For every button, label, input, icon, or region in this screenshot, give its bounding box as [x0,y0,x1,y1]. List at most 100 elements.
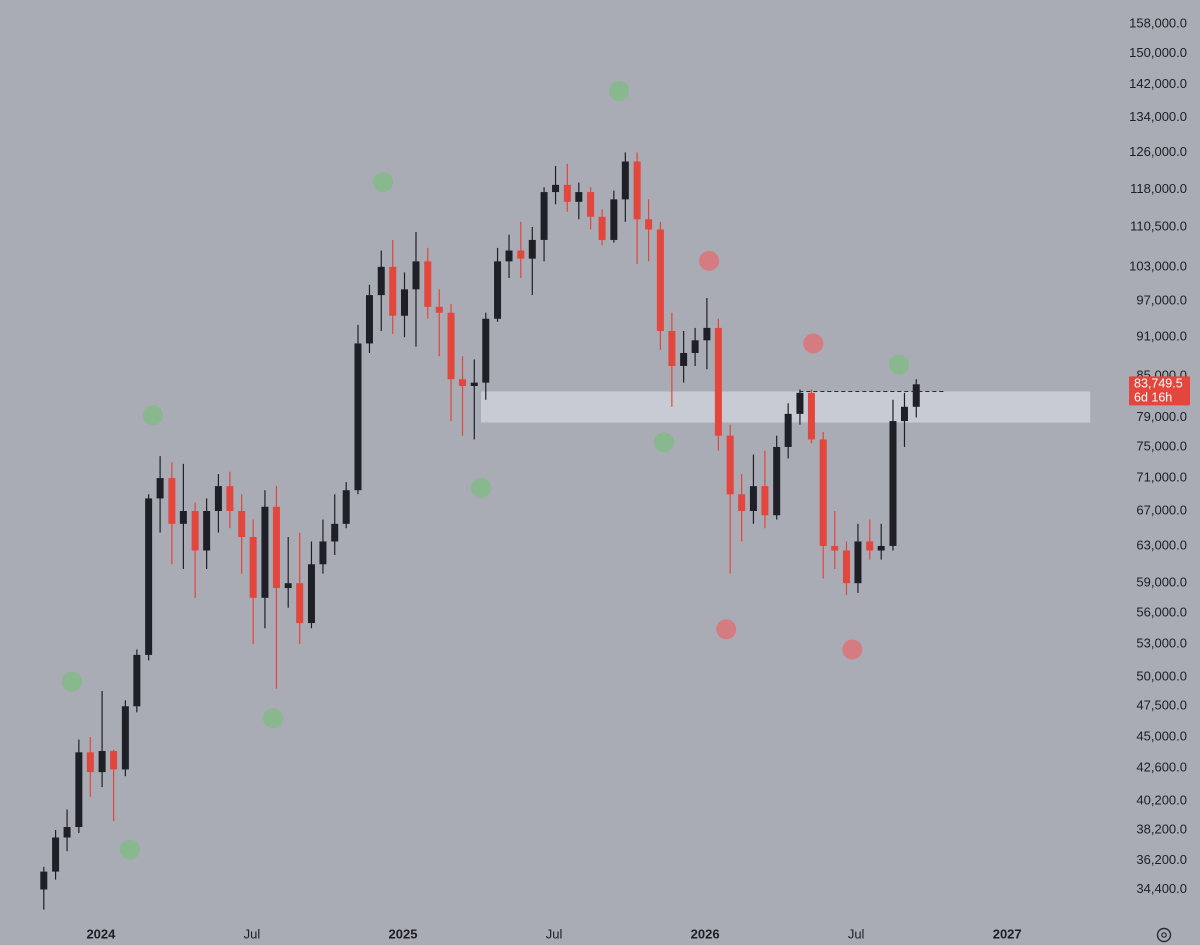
candle-body [656,229,664,331]
candle-body [365,295,373,344]
y-tick-label: 158,000.0 [1129,15,1187,30]
candle-body [284,583,292,589]
candle-body [540,192,548,240]
signal-marker [61,671,82,692]
candle-body [575,192,583,202]
candle-body [63,827,71,838]
candle-body [877,545,885,551]
candle-body [633,161,641,220]
candle-body [377,266,385,296]
y-tick-label: 110,500.0 [1130,218,1187,233]
signal-marker [654,432,675,453]
candle-body [447,312,455,380]
candle-body [342,490,350,524]
candle-body [156,478,164,499]
candle-body [401,289,409,316]
candle-body [179,511,187,524]
y-tick-label: 97,000.0 [1136,292,1187,307]
settings-core[interactable] [1161,932,1167,938]
candle-body [831,545,839,551]
candle-body [389,266,397,316]
candle-body [668,330,676,366]
candle-body [773,446,781,516]
y-tick-label: 75,000.0 [1136,438,1187,453]
candle-body [900,406,908,422]
candle-body [52,837,60,872]
candle-body [645,219,653,230]
y-tick-label: 34,400.0 [1136,881,1187,896]
candle-body [494,261,502,319]
candle-body [412,261,420,290]
candle-body [133,654,141,707]
y-tick-label: 71,000.0 [1136,470,1187,485]
candle-body [354,343,362,491]
signal-marker [842,639,863,660]
candle-body [226,486,234,512]
last-price-label: 83,749.5 [1134,377,1183,391]
candle-body [40,871,48,890]
candle-body [249,537,257,598]
candle-body [435,306,443,313]
candle-body [761,486,769,516]
signal-marker [142,405,163,426]
candle-body [296,583,304,624]
countdown-label: 6d 16h [1134,391,1172,405]
signal-marker [470,477,491,498]
candle-body [563,184,571,202]
candle-body [214,486,222,512]
x-tick-label: 2026 [691,926,720,941]
x-tick-label: Jul [244,926,261,941]
signal-marker [373,172,394,193]
y-tick-label: 59,000.0 [1136,575,1187,590]
candle-body [680,352,688,366]
y-tick-label: 118,000.0 [1130,181,1187,196]
y-tick-label: 134,000.0 [1129,109,1187,124]
candle-body [168,478,176,524]
y-tick-label: 47,500.0 [1136,698,1187,713]
y-tick-label: 91,000.0 [1136,329,1187,344]
candle-body [482,318,490,383]
y-tick-label: 79,000.0 [1136,409,1187,424]
y-tick-label: 126,000.0 [1129,144,1187,159]
candle-body [842,550,850,584]
candle-body [470,382,478,387]
candle-body [749,486,757,512]
y-tick-label: 56,000.0 [1136,604,1187,619]
candle-body [238,511,246,538]
candle-body [738,494,746,512]
y-tick-label: 40,200.0 [1136,792,1187,807]
candle-body [307,564,315,624]
settings-icon[interactable] [1156,927,1172,943]
y-tick-label: 42,600.0 [1136,760,1187,775]
y-tick-label: 53,000.0 [1136,636,1187,651]
candle-body [145,498,153,655]
y-tick-label: 103,000.0 [1129,258,1187,273]
candle-body [424,261,432,307]
signal-marker [119,839,140,860]
candle-body [459,379,467,387]
signal-marker [699,250,720,271]
signal-marker [803,333,824,354]
candle-body [866,541,874,551]
candle-body [517,250,525,259]
candle-body [98,751,106,773]
candle-body [203,511,211,551]
x-tick-label: 2027 [993,926,1022,941]
signal-marker [889,354,910,375]
candle-body [110,751,118,770]
candle-body [714,327,722,436]
candle-body [796,392,804,414]
candle-body [854,541,862,584]
x-tick-label: Jul [546,926,563,941]
x-tick-label: 2024 [86,926,116,941]
candle-body [528,239,536,259]
candle-body [505,250,513,262]
settings-ring[interactable] [1156,927,1172,943]
y-tick-label: 63,000.0 [1136,537,1187,552]
last-price-box: 83,749.56d 16h [1129,376,1190,406]
candle-body [598,216,606,240]
last-price-tag [1129,376,1190,406]
signal-marker [716,619,737,640]
